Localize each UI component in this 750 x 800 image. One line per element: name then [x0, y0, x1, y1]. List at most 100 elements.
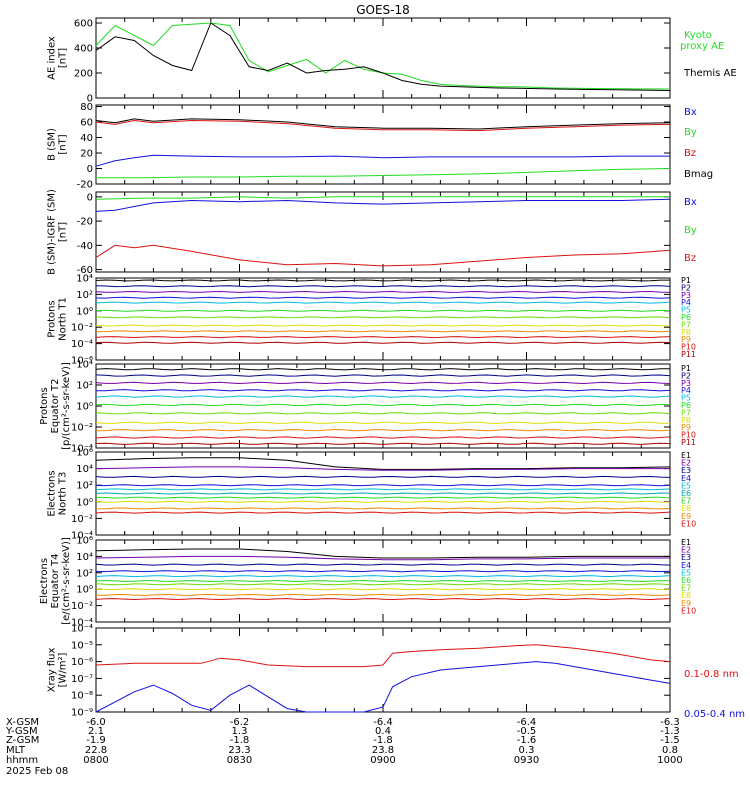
x-row-label: MLT: [6, 745, 26, 756]
y-tick-label: 400: [74, 44, 93, 55]
series-line-by: [95, 196, 670, 200]
series-line-e4: [95, 484, 671, 487]
y-tick-label: 10⁻²: [71, 323, 93, 334]
x-tick-value: -1.8: [230, 735, 250, 746]
series-line-p2: [95, 285, 671, 288]
y-axis-label: [nT]: [58, 48, 69, 68]
series-line-bz: [95, 119, 671, 132]
legend-label: P6: [681, 313, 691, 322]
y-tick-label: 10⁴: [76, 274, 93, 285]
y-axis-label: Xray flux: [47, 648, 58, 693]
panel-e_equator: 10⁶ 10⁴ 10² 10⁰ 10⁻² 10⁻⁴ Electrons Equator T4[…: [39, 536, 696, 629]
series-line-p6: [95, 309, 671, 312]
y-tick-label: 200: [74, 69, 93, 80]
x-tick-value: -6.2: [230, 717, 250, 728]
y-tick-label: 10⁻⁴: [71, 444, 93, 455]
series-line-e10: [95, 598, 671, 601]
y-tick-label: 10⁻²: [71, 601, 93, 612]
y-axis-label: AE index: [47, 36, 58, 80]
legend-label: P9: [681, 335, 691, 344]
legend-label: Bx: [684, 197, 697, 208]
y-tick-label: 10²: [76, 381, 93, 392]
y-tick-label: 10⁻⁴: [71, 531, 93, 542]
legend-label: E5: [681, 481, 691, 490]
legend-label: P5: [681, 306, 691, 315]
series-line-e3: [95, 475, 671, 478]
panel-frame: [95, 277, 671, 361]
y-tick-label: 60: [80, 118, 93, 129]
y-tick-label: 10⁻⁴: [71, 339, 93, 350]
legend-label: E7: [681, 584, 691, 593]
legend-label: Bz: [684, 148, 696, 159]
series-line-e7: [95, 496, 671, 499]
series-line-p7: [95, 316, 671, 319]
series-line-e1: [95, 457, 671, 470]
panel-frame: [95, 17, 671, 99]
legend-label: E9: [681, 599, 691, 608]
series-line-p10: [95, 436, 671, 439]
series-line-e5: [95, 488, 671, 491]
y-axis-label: [p/(cm²-s-sr-keV)]: [61, 362, 72, 450]
series-line-p2: [95, 374, 671, 377]
series-line-p8: [95, 421, 671, 424]
date-label: 2025 Feb 08: [6, 766, 68, 777]
series-line-e7: [95, 583, 671, 586]
legend-label: P10: [681, 431, 696, 440]
x-tick-value: -1.3: [660, 726, 680, 737]
series-line-bx: [95, 198, 671, 212]
series-line-p5: [95, 301, 671, 304]
series-line-p7: [95, 412, 671, 415]
y-axis-label: [nT]: [58, 222, 69, 242]
y-axis-label: B (SM)-IGRF (SM): [47, 189, 58, 275]
series-line-p1: [95, 279, 670, 282]
series-line-e9: [96, 593, 671, 596]
y-axis-label: North T3: [58, 472, 69, 516]
series-line-p8: [95, 324, 671, 327]
series-line-p3: [95, 381, 671, 385]
legend-label: Themis AE: [683, 68, 737, 79]
legend-label: P5: [681, 394, 691, 403]
x-tick-value: -1.8: [373, 735, 393, 746]
x-tick-value: 1.3: [232, 726, 248, 737]
y-tick-label: 0: [87, 94, 93, 105]
legend-label: P1: [681, 276, 691, 285]
legend-label: E3: [681, 553, 691, 562]
legend-label: 0.1-0.8 nm: [684, 669, 739, 680]
legend-label: P4: [681, 386, 691, 395]
y-tick-label: 10⁶: [76, 536, 93, 547]
legend-label: E10: [681, 606, 696, 615]
legend-label: P8: [681, 328, 691, 337]
y-tick-label: 10⁻⁸: [71, 691, 93, 702]
legend-kyoto-line1: Kyoto: [684, 30, 712, 41]
series-line-e6: [95, 492, 671, 495]
series-line-themis-ae: [95, 22, 671, 91]
x-row-label: hhmm: [6, 755, 38, 766]
y-axis-label: [e/(cm²-s-sr-keV)]: [61, 537, 72, 625]
series-line-0-1-0-8-nm: [95, 644, 671, 668]
series-line-e1: [95, 548, 670, 559]
y-axis-label: Protons: [39, 387, 50, 424]
y-axis-label: [W/m²]: [58, 652, 69, 687]
series-line-p1: [95, 368, 671, 371]
series-line-e8: [95, 500, 671, 503]
x-tick-value: 0830: [227, 755, 252, 766]
series-line-p9: [95, 428, 671, 432]
y-tick-label: 0: [87, 192, 93, 203]
legend-label: E9: [681, 512, 691, 521]
series-line-e4: [95, 570, 671, 573]
x-tick-value: -1.9: [86, 735, 106, 746]
y-tick-label: 10⁰: [76, 585, 93, 596]
x-tick-value: 0800: [83, 755, 108, 766]
series-line-p3: [95, 290, 671, 293]
y-tick-label: 10⁻⁷: [71, 674, 93, 685]
y-tick-label: 10⁶: [76, 448, 93, 459]
panel-p_north: 10⁴ 10² 10⁰ 10⁻² 10⁻⁴ 10⁻⁶ Protons North T1 P1P2…: [47, 274, 697, 367]
y-axis-label: [nT]: [58, 134, 69, 154]
legend-label: E4: [681, 561, 691, 570]
series-line-bmag: [95, 118, 671, 130]
series-line-p11: [95, 341, 671, 344]
x-tick-value: -1.6: [517, 735, 537, 746]
x-row-label: Y-GSM: [5, 726, 38, 737]
